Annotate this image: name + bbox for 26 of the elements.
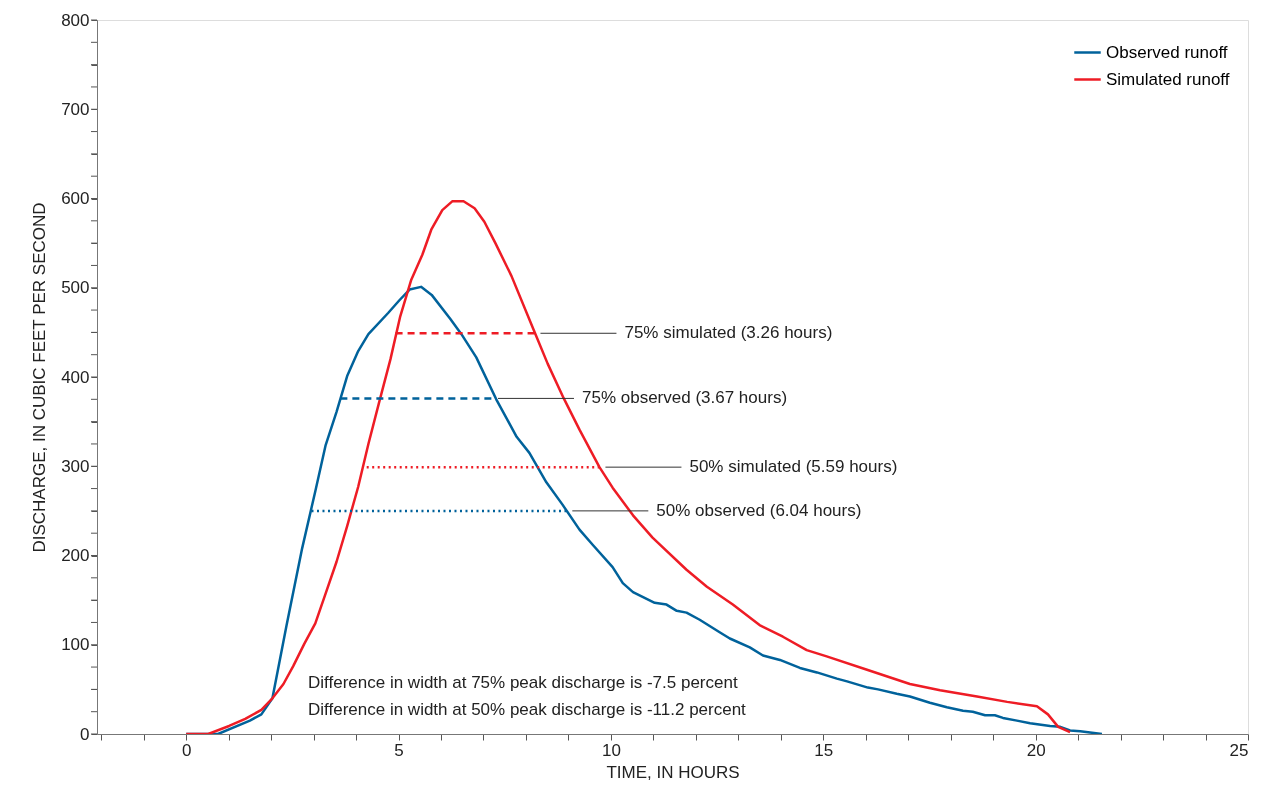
x-axis-title: TIME, IN HOURS [606, 762, 740, 782]
y-tick-label: 0 [80, 724, 90, 744]
y-tick-label: 700 [61, 99, 90, 119]
x-tick-label: 0 [181, 740, 192, 760]
annotation: 75% simulated (3.26 hours) [624, 323, 833, 343]
x-tick-label: 5 [394, 740, 404, 760]
annotation: 50% observed (6.04 hours) [656, 500, 862, 520]
annotation: Difference in width at 75% peak discharge is -7.5 percent [308, 673, 738, 692]
legend-label: Observed runoff [1106, 42, 1228, 62]
y-tick-label: 400 [61, 367, 90, 387]
y-tick-label: 500 [61, 278, 90, 298]
y-tick-label: 800 [61, 10, 90, 30]
annotation: 75% observed (3.67 hours) [581, 388, 788, 408]
line-series [184, 199, 1072, 734]
annotation: 50% simulated (5.59 hours) [689, 457, 898, 477]
y-tick-label: 100 [61, 635, 90, 655]
x-tick-label: 25 [1229, 740, 1249, 760]
y-tick-label: 600 [61, 189, 90, 208]
legend-label: Simulated runoff [1106, 69, 1230, 89]
x-tick-label: 20 [1026, 740, 1046, 760]
y-tick-label: 200 [61, 546, 90, 565]
y-tick-label: 300 [61, 456, 90, 476]
annotation: Difference in width at 50% peak discharge is -11.2 percent [308, 700, 747, 719]
y-axis-title: DISCHARGE, IN CUBIC FEET PER SECOND [30, 202, 50, 553]
x-tick-label: 15 [814, 740, 834, 760]
x-tick-label: 10 [601, 740, 621, 760]
